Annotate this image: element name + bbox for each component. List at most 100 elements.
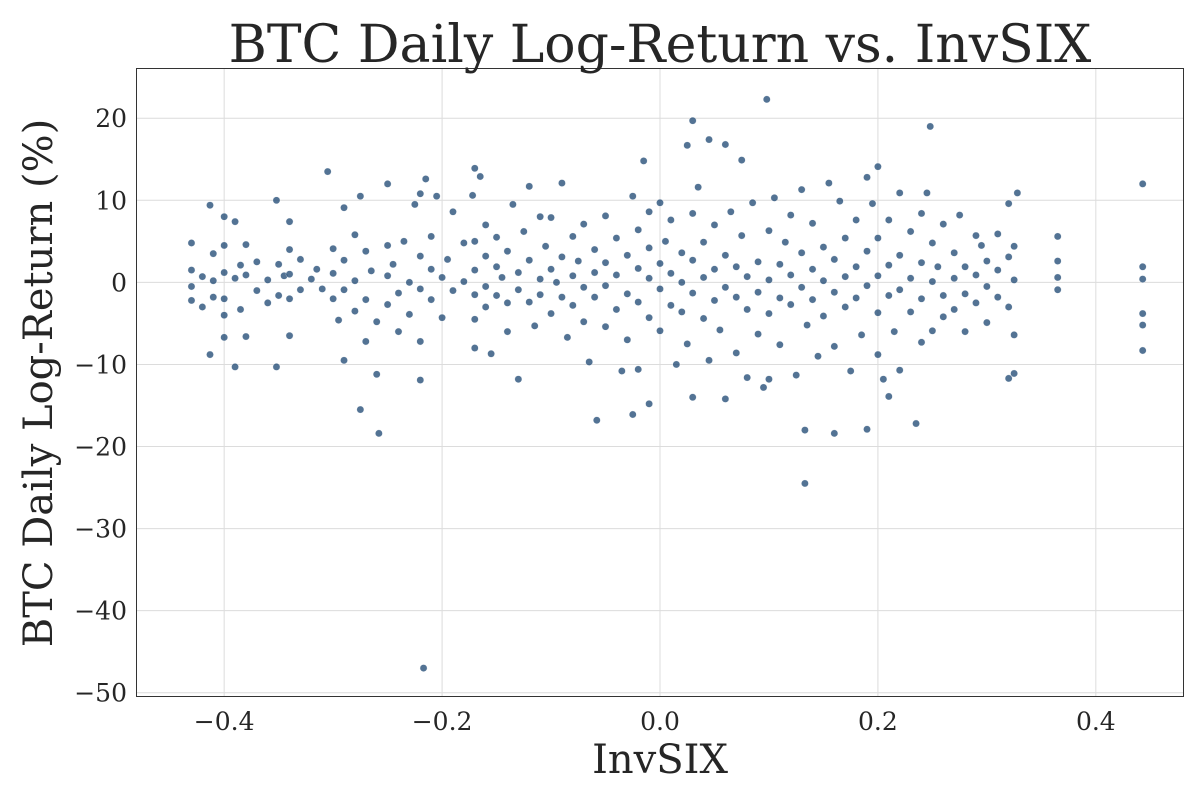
data-point [274, 291, 283, 300]
data-point [568, 271, 577, 280]
data-point [383, 180, 392, 188]
data-point [863, 247, 871, 256]
data-point [525, 256, 534, 265]
data-point [231, 363, 239, 371]
x-tick-label: −0.2 [412, 707, 473, 736]
data-point [236, 305, 245, 314]
data-point [432, 192, 441, 201]
data-point [601, 281, 610, 290]
grid [137, 69, 1183, 696]
data-point [688, 289, 697, 297]
data-point [272, 196, 281, 205]
data-point [460, 239, 468, 247]
data-point [427, 265, 436, 274]
data-point [274, 260, 283, 269]
data-point [416, 337, 425, 346]
data-point [590, 293, 599, 301]
data-point [536, 212, 544, 221]
data-point [923, 189, 931, 197]
data-point [863, 425, 871, 434]
y-tick-label: 20 [95, 104, 127, 133]
data-point [765, 375, 773, 384]
data-point [688, 393, 697, 402]
data-point [917, 258, 926, 267]
data-point [667, 216, 675, 224]
data-point [525, 298, 534, 306]
data-point [993, 293, 1002, 301]
data-point [983, 318, 991, 327]
data-point [612, 234, 621, 242]
y-tick-label: −50 [74, 679, 127, 708]
data-point [786, 211, 795, 219]
chart-title: BTC Daily Log-Return vs. InvSIX [229, 15, 1092, 75]
data-point [623, 251, 632, 260]
data-point [683, 141, 692, 150]
data-point [890, 327, 899, 336]
data-point [661, 237, 670, 246]
data-point [351, 276, 359, 285]
y-tick-label: −30 [74, 515, 127, 544]
data-point [716, 326, 724, 334]
data-point [656, 259, 664, 268]
data-point [748, 198, 757, 207]
data-point [372, 317, 381, 326]
data-point [743, 305, 752, 314]
data-point [623, 335, 632, 344]
data-point [356, 192, 365, 201]
data-point [710, 265, 719, 274]
data-point [470, 237, 479, 246]
data-point [1004, 303, 1013, 311]
data-point [1138, 309, 1147, 318]
data-point [285, 294, 294, 303]
data-point [590, 245, 599, 254]
data-point [705, 356, 713, 365]
data-point [372, 370, 381, 379]
data-point [438, 273, 446, 282]
data-point [895, 189, 904, 197]
data-point [383, 241, 392, 250]
data-point [220, 294, 229, 303]
data-point [656, 198, 664, 207]
data-point [884, 291, 893, 300]
data-point [808, 295, 817, 304]
data-point [786, 271, 795, 279]
data-point [419, 664, 428, 672]
data-point [579, 283, 588, 292]
data-point [449, 286, 457, 295]
data-point [487, 349, 495, 358]
data-point [645, 207, 653, 216]
data-point [972, 231, 980, 240]
data-point [863, 173, 871, 182]
data-point [699, 273, 708, 282]
data-point [634, 226, 643, 234]
data-point [612, 305, 621, 314]
x-tick-label: −0.4 [194, 707, 255, 736]
data-point [263, 276, 272, 284]
data-point [852, 216, 860, 224]
data-point [285, 217, 294, 226]
x-tick-label: 0.2 [858, 707, 898, 736]
data-point [737, 156, 746, 164]
data-point [841, 234, 850, 242]
data-point [394, 289, 403, 297]
data-point [1053, 257, 1062, 265]
data-point [928, 277, 937, 286]
data-point [220, 212, 229, 221]
data-point [536, 275, 544, 283]
data-point [884, 392, 893, 401]
data-point [492, 291, 501, 300]
data-point [884, 261, 893, 269]
data-point [231, 217, 239, 226]
data-point [427, 295, 436, 304]
data-point [416, 285, 425, 293]
data-point [530, 322, 539, 330]
data-point [558, 253, 566, 261]
data-point [231, 274, 239, 283]
y-tick-label: −20 [74, 433, 127, 462]
data-point [285, 270, 294, 279]
data-point [351, 230, 359, 239]
data-point [801, 426, 809, 434]
data-point [1010, 331, 1018, 339]
data-point [830, 288, 839, 297]
data-point [481, 303, 490, 311]
